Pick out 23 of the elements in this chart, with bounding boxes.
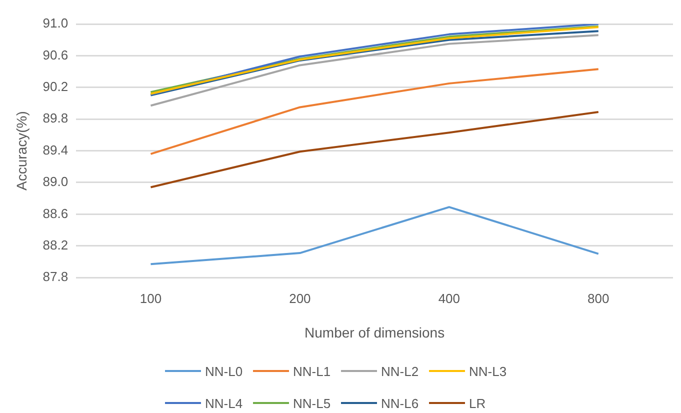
legend-label: LR bbox=[469, 396, 486, 410]
x-tick-label: 200 bbox=[289, 290, 311, 306]
legend-label: NN-L1 bbox=[293, 364, 331, 378]
legend-label: NN-L5 bbox=[293, 396, 331, 410]
y-tick-label: 90.6 bbox=[42, 47, 68, 62]
y-tick-label: 88.6 bbox=[42, 206, 68, 221]
y-tick-label: 89.0 bbox=[42, 174, 68, 190]
y-tick-label: 89.8 bbox=[42, 110, 68, 126]
x-tick-label: 100 bbox=[140, 290, 162, 306]
x-tick-label: 400 bbox=[438, 290, 460, 306]
legend-label: NN-L0 bbox=[205, 364, 243, 378]
legend-label: NN-L2 bbox=[381, 364, 419, 378]
legend-label: NN-L3 bbox=[469, 364, 507, 378]
legend-label: NN-L4 bbox=[205, 396, 243, 410]
legend-label: NN-L6 bbox=[381, 396, 419, 410]
y-tick-label: 87.8 bbox=[42, 269, 68, 284]
y-tick-label: 89.4 bbox=[42, 142, 68, 158]
y-axis-title: Accuracy(%) bbox=[13, 111, 30, 190]
x-tick-label: 800 bbox=[588, 290, 610, 306]
x-axis-title: Number of dimensions bbox=[304, 324, 445, 340]
y-tick-label: 91.0 bbox=[42, 16, 68, 31]
y-tick-label: 88.2 bbox=[42, 237, 68, 252]
y-tick-label: 90.2 bbox=[42, 78, 68, 94]
